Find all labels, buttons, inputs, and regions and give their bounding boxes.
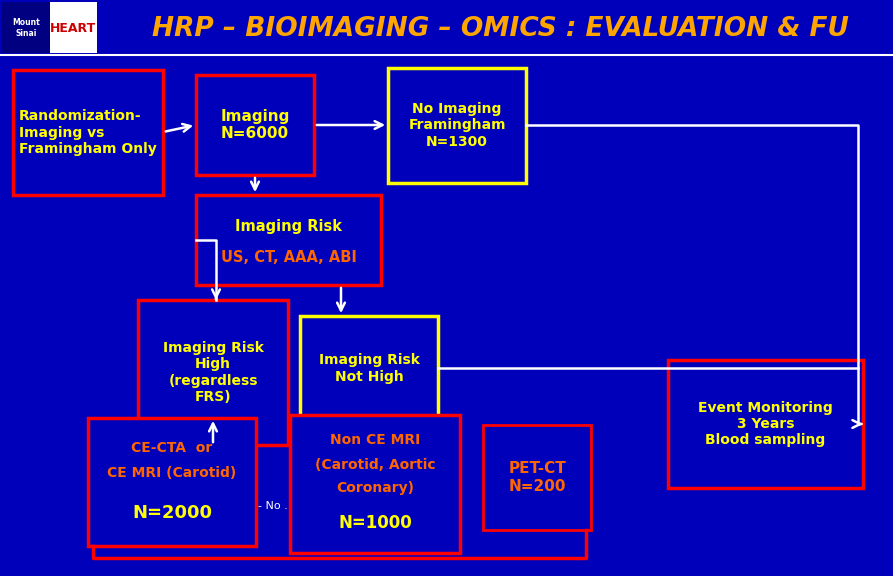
Text: CE MRI (Carotid): CE MRI (Carotid) — [107, 466, 237, 480]
Text: CE-CTA  or: CE-CTA or — [131, 441, 213, 455]
Bar — [290, 415, 460, 553]
Bar — [13, 70, 163, 195]
Text: Coronary): Coronary) — [336, 481, 414, 495]
Text: PET-CT
N=200: PET-CT N=200 — [508, 461, 566, 494]
Text: Imaging
N=6000: Imaging N=6000 — [221, 109, 289, 141]
Text: Imaging Risk
High
(regardless
FRS): Imaging Risk High (regardless FRS) — [163, 341, 263, 404]
Text: HRP – BIOIMAGING – OMICS : EVALUATION & FU: HRP – BIOIMAGING – OMICS : EVALUATION & … — [152, 16, 848, 42]
Bar — [2, 2, 97, 53]
Text: Non CE MRI: Non CE MRI — [330, 433, 420, 447]
Text: No Imaging
Framingham
N=1300: No Imaging Framingham N=1300 — [408, 103, 505, 149]
Bar — [196, 75, 314, 175]
Text: (Carotid, Aortic: (Carotid, Aortic — [314, 458, 435, 472]
Text: Imaging Risk: Imaging Risk — [235, 219, 342, 234]
Text: HEART: HEART — [50, 21, 96, 35]
Bar — [138, 300, 288, 445]
Text: - No .: - No . — [258, 501, 288, 511]
Bar — [388, 68, 526, 183]
Text: Randomization-
Imaging vs
Framingham Only: Randomization- Imaging vs Framingham Onl… — [19, 109, 157, 156]
Text: N=2000: N=2000 — [132, 504, 212, 522]
Bar — [196, 195, 381, 285]
Bar — [88, 418, 256, 546]
Text: N=1000: N=1000 — [338, 514, 412, 532]
Text: Imaging Risk
Not High: Imaging Risk Not High — [319, 354, 420, 384]
Bar — [2, 2, 50, 53]
Bar — [300, 316, 438, 421]
Text: Mount
Sinai: Mount Sinai — [13, 18, 40, 37]
Bar — [668, 360, 863, 488]
Text: US, CT, AAA, ABI: US, CT, AAA, ABI — [221, 249, 356, 264]
Bar — [483, 425, 591, 530]
Text: Event Monitoring
3 Years
Blood sampling: Event Monitoring 3 Years Blood sampling — [698, 401, 833, 447]
